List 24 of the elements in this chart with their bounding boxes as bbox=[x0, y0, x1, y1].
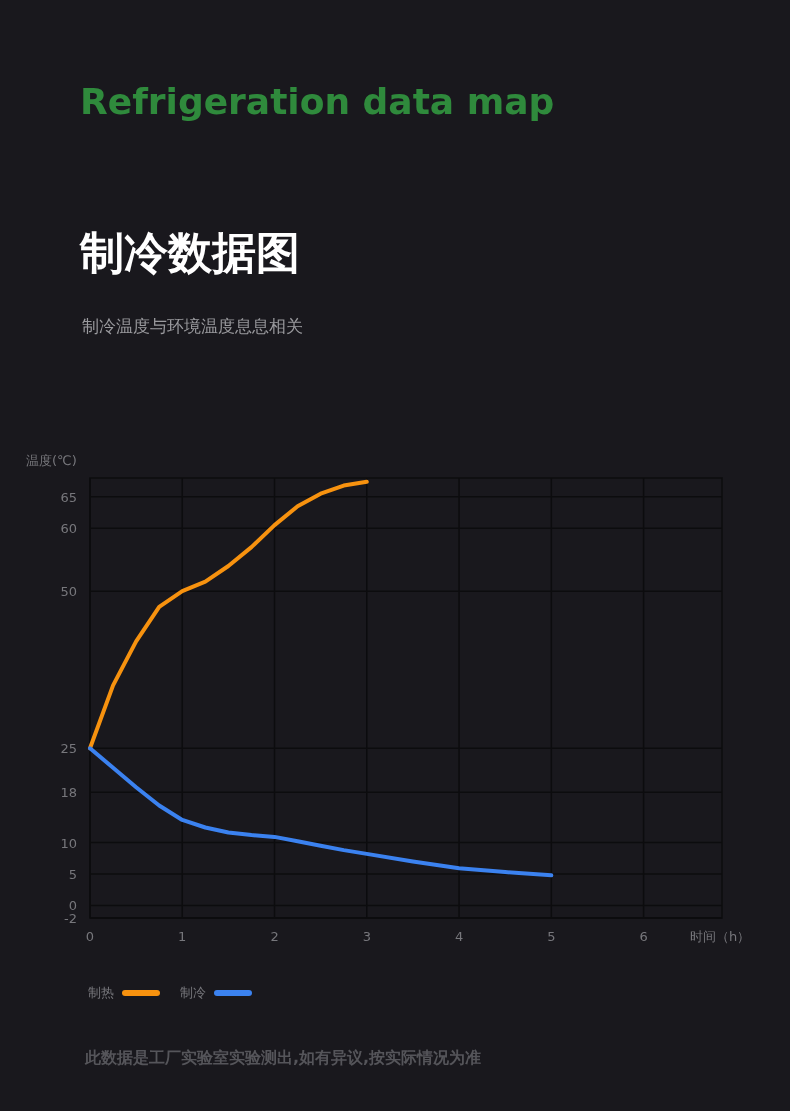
legend-label: 制热 bbox=[88, 985, 114, 1000]
x-axis-title: 时间（h） bbox=[690, 929, 751, 944]
y-tick-label: 10 bbox=[60, 835, 77, 851]
y-tick-label: 18 bbox=[60, 785, 77, 801]
y-tick-label: 0 bbox=[68, 898, 77, 914]
x-tick-label: 1 bbox=[178, 929, 187, 944]
legend-label: 制冷 bbox=[180, 985, 206, 1000]
x-tick-label: 2 bbox=[270, 929, 279, 944]
y-tick-label: 50 bbox=[60, 584, 77, 600]
y-axis-title: 温度(℃) bbox=[26, 453, 77, 468]
chart-title: Refrigeration data map bbox=[80, 81, 555, 122]
y-tick-label: 5 bbox=[68, 867, 77, 882]
text: 此数据是工厂实验室实验测出,如有异议,按实际情况为准 bbox=[84, 1048, 482, 1067]
y-tick-label: 65 bbox=[60, 489, 77, 505]
chart-subtitle: 制冷数据图 bbox=[79, 227, 300, 278]
x-tick-label: 5 bbox=[547, 929, 556, 944]
text: 制冷温度与环境温度息息相关 bbox=[82, 316, 303, 336]
y-tick-label: 60 bbox=[60, 521, 77, 537]
x-tick-label: 6 bbox=[639, 929, 648, 944]
x-tick-label: 0 bbox=[85, 929, 95, 944]
x-tick-label: 4 bbox=[454, 929, 464, 944]
y-tick-label: -2 bbox=[64, 911, 77, 926]
y-tick-label: 25 bbox=[60, 741, 77, 757]
x-tick-label: 3 bbox=[362, 929, 371, 944]
